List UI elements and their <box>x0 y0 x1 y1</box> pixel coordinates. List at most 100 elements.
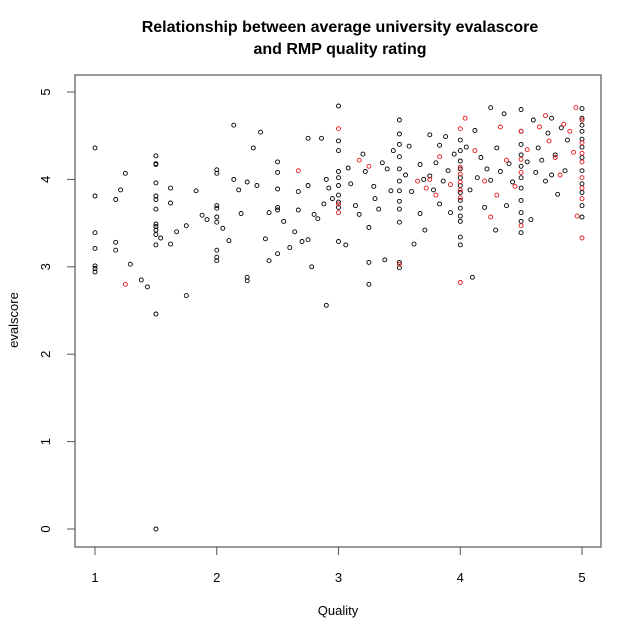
data-point-black <box>254 183 260 188</box>
data-point-black <box>579 136 585 142</box>
y-axis: 0 1 2 3 4 5 <box>38 88 75 533</box>
data-point-black <box>562 168 568 174</box>
data-point-red <box>579 117 585 123</box>
data-point-black <box>366 281 372 287</box>
data-point-black <box>366 259 372 265</box>
data-point-red <box>518 223 524 229</box>
data-point-black <box>518 210 524 216</box>
data-point-red <box>336 201 341 207</box>
data-point-black <box>336 183 341 188</box>
data-point-red <box>457 187 463 193</box>
data-point-black <box>220 225 226 231</box>
data-point-black <box>292 229 298 235</box>
data-point-red <box>579 175 585 181</box>
x-tick-label: 1 <box>91 570 98 585</box>
data-point-red <box>552 155 558 160</box>
data-point-black <box>445 168 451 174</box>
data-point-black <box>305 135 311 141</box>
data-point-black <box>153 206 159 212</box>
data-point-black <box>92 230 98 236</box>
data-point-black <box>510 179 516 185</box>
data-point-black <box>231 176 237 182</box>
x-axis-label: Quality <box>318 603 359 618</box>
y-tick-label: 3 <box>38 263 53 270</box>
data-point-black <box>382 257 388 263</box>
data-point-red <box>579 235 585 241</box>
data-point-red <box>437 154 443 160</box>
data-point-black <box>214 167 220 173</box>
data-point-black <box>545 130 551 136</box>
data-point-black <box>153 232 159 237</box>
data-point-black <box>113 197 119 202</box>
data-point-red <box>546 138 552 144</box>
y-tick-label: 2 <box>38 351 53 358</box>
data-point-black <box>360 151 366 157</box>
data-point-black <box>443 134 449 140</box>
data-point-black <box>244 278 250 284</box>
data-point-black <box>579 214 585 220</box>
data-point-black <box>153 193 159 199</box>
data-point-black <box>138 277 144 283</box>
data-point-black <box>493 227 499 233</box>
data-point-black <box>153 162 159 167</box>
data-point-black <box>457 197 463 203</box>
data-point-black <box>321 201 327 207</box>
data-point-black <box>396 259 402 265</box>
data-point-black <box>457 242 463 248</box>
data-point-red <box>557 172 563 178</box>
data-point-red <box>482 178 488 184</box>
data-point-black <box>390 148 396 154</box>
x-tick-label: 2 <box>213 570 220 585</box>
data-point-black <box>214 254 220 260</box>
data-point-black <box>437 201 443 207</box>
data-point-black <box>199 212 205 218</box>
data-point-black <box>299 239 305 244</box>
data-point-black <box>457 218 463 224</box>
y-tick-label: 5 <box>38 88 53 95</box>
data-point-black <box>555 191 561 197</box>
data-point-black <box>422 227 428 233</box>
data-point-black <box>287 245 293 251</box>
data-point-black <box>348 181 354 187</box>
data-point-black <box>113 239 119 245</box>
data-point-red <box>504 157 509 163</box>
data-point-black <box>336 148 341 154</box>
data-point-black <box>336 169 341 174</box>
data-point-black <box>564 137 570 143</box>
data-point-red <box>543 113 548 119</box>
data-point-black <box>214 205 220 211</box>
data-point-black <box>494 145 500 151</box>
data-point-black <box>427 132 433 138</box>
data-point-black <box>440 178 446 184</box>
data-point-black <box>231 122 237 128</box>
data-point-black <box>396 178 402 184</box>
data-point-black <box>336 239 341 244</box>
data-point-black <box>329 196 335 202</box>
data-point-black <box>214 219 220 225</box>
data-point-black <box>379 160 385 166</box>
data-point-black <box>168 241 173 247</box>
data-point-black <box>113 247 119 253</box>
data-point-black <box>421 176 427 182</box>
data-point-black <box>457 205 463 211</box>
data-point-red <box>457 164 463 170</box>
data-point-black <box>552 152 558 158</box>
data-point-red <box>415 178 421 184</box>
data-point-black <box>262 236 268 242</box>
data-point-black <box>518 197 524 203</box>
data-point-black <box>362 169 368 174</box>
data-point-red <box>579 150 585 156</box>
data-point-red <box>295 168 301 174</box>
data-point-black <box>214 203 220 209</box>
data-point-black <box>336 138 341 144</box>
data-point-black <box>345 165 351 171</box>
data-point-red <box>494 192 500 198</box>
data-point-black <box>403 172 408 178</box>
data-point-black <box>372 196 378 202</box>
data-point-red <box>518 128 524 134</box>
data-point-black <box>579 190 585 195</box>
data-point-black <box>204 217 210 223</box>
data-point-red <box>518 169 524 175</box>
data-point-black <box>336 204 341 210</box>
data-point-black <box>579 106 585 112</box>
